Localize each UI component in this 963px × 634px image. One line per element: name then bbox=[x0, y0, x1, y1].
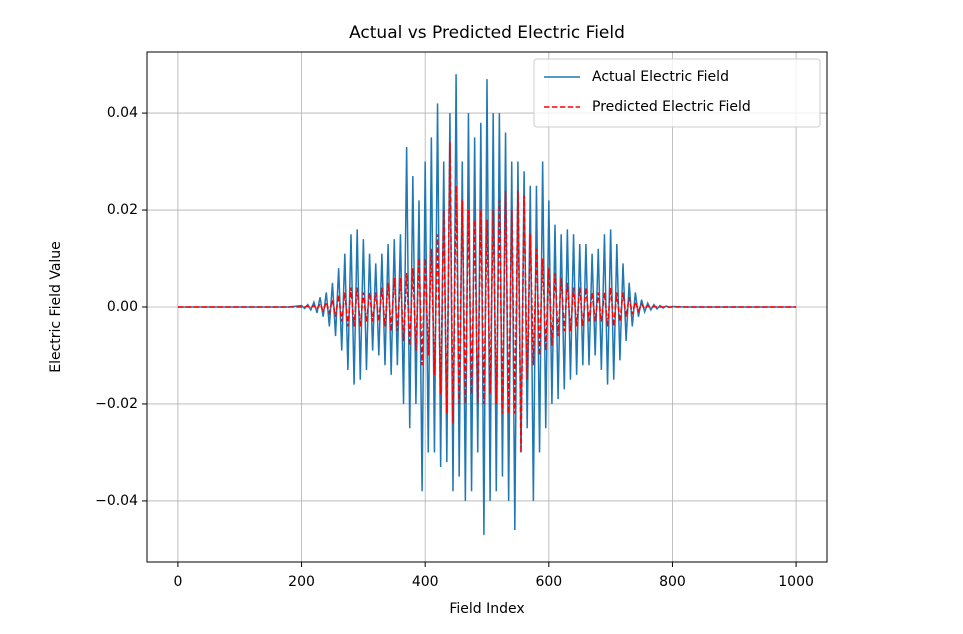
x-tick-label: 800 bbox=[659, 574, 686, 590]
series-line bbox=[177, 142, 797, 453]
y-tick-label: 0.00 bbox=[107, 299, 138, 315]
y-axis-label: Electric Field Value bbox=[48, 241, 64, 373]
y-tick-label: 0.04 bbox=[107, 105, 138, 121]
legend-label: Actual Electric Field bbox=[592, 69, 729, 85]
y-tick-label: 0.02 bbox=[107, 202, 138, 218]
legend-box bbox=[533, 58, 821, 128]
legend-label: Predicted Electric Field bbox=[592, 99, 751, 115]
plot-frame bbox=[146, 51, 828, 563]
x-tick-label: 200 bbox=[288, 574, 315, 590]
y-tick-label: −0.04 bbox=[95, 493, 138, 509]
x-axis-label: Field Index bbox=[449, 601, 524, 617]
x-tick-label: 0 bbox=[173, 574, 182, 590]
x-tick-label: 1000 bbox=[778, 574, 814, 590]
x-tick-label: 600 bbox=[535, 574, 562, 590]
y-tick-label: −0.02 bbox=[95, 396, 138, 412]
legend: Actual Electric Field Predicted Electric … bbox=[533, 58, 821, 128]
x-tick-label: 400 bbox=[412, 574, 439, 590]
chart-title: Actual vs Predicted Electric Field bbox=[349, 23, 625, 43]
series-line bbox=[177, 74, 797, 535]
